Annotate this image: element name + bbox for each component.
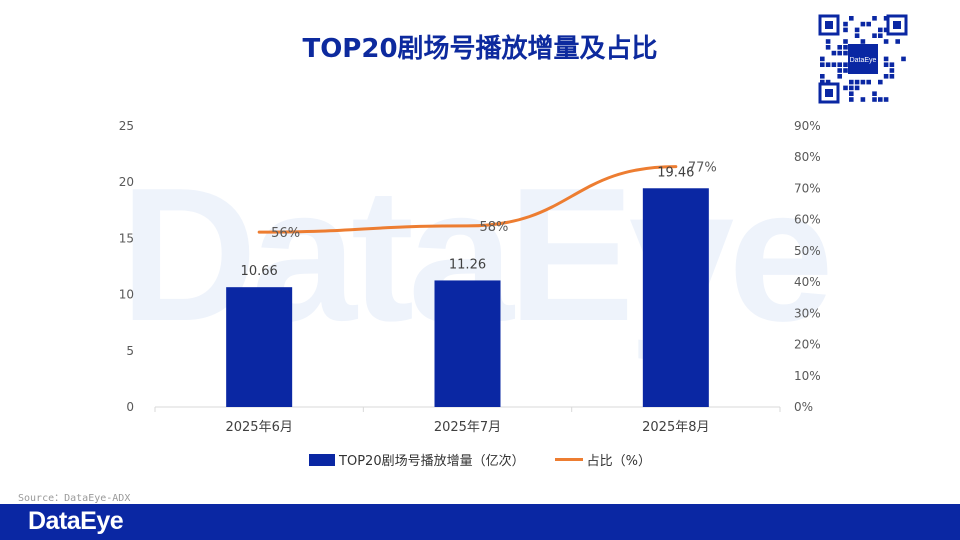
- qr-center-label: DataEye: [850, 57, 877, 64]
- legend-label-line: 占比（%）: [586, 454, 651, 469]
- y-left-tick-label: 5: [126, 344, 134, 358]
- y-right-tick-label: 40%: [794, 275, 821, 289]
- footer-logo: DataEye: [28, 507, 124, 535]
- legend-swatch-bar: [309, 453, 336, 466]
- bar: [642, 188, 709, 407]
- bar-value-label: 19.46: [657, 165, 694, 180]
- y-right-tick-label: 60%: [794, 213, 821, 227]
- x-tick-label: 2025年6月: [225, 420, 292, 435]
- y-right-tick-label: 80%: [794, 150, 821, 164]
- x-tick-label: 2025年8月: [642, 420, 709, 435]
- y-right-tick-label: 50%: [794, 244, 821, 258]
- y-right-tick-label: 20%: [794, 338, 821, 352]
- y-right-tick-label: 90%: [794, 119, 821, 133]
- y-left-tick-label: 15: [119, 231, 134, 245]
- legend-label-bar: TOP20剧场号播放增量（亿次）: [339, 454, 525, 469]
- bar-value-label: 11.26: [449, 257, 486, 272]
- y-right-tick-label: 30%: [794, 306, 821, 320]
- chart-title: TOP20剧场号播放增量及占比: [302, 34, 658, 64]
- qr-code-icon[interactable]: DataEye: [818, 14, 908, 104]
- bar-value-label: 10.66: [241, 264, 278, 279]
- bar: [434, 280, 501, 407]
- legend-item-line[interactable]: 占比（%）: [554, 450, 651, 469]
- line-value-label: 58%: [480, 220, 509, 235]
- line-value-label: 56%: [271, 226, 300, 241]
- y-left-tick-label: 10: [119, 288, 134, 302]
- bar: [226, 287, 293, 407]
- x-tick-label: 2025年7月: [434, 420, 501, 435]
- y-right-tick-label: 10%: [794, 369, 821, 383]
- y-left-tick-label: 0: [126, 400, 134, 414]
- source-note: Source：DataEye-ADX: [18, 493, 131, 504]
- y-left-tick-label: 25: [119, 119, 134, 133]
- legend-swatch-line: [554, 458, 583, 461]
- y-right-tick-label: 0%: [794, 400, 813, 414]
- y-left-tick-label: 20: [119, 175, 134, 189]
- legend-item-bar[interactable]: TOP20剧场号播放增量（亿次）: [309, 450, 525, 469]
- y-right-tick-label: 70%: [794, 181, 821, 195]
- footer-bar: DataEye: [0, 504, 960, 540]
- line-value-label: 77%: [688, 161, 717, 176]
- line-series: [257, 165, 678, 234]
- chart-legend: TOP20剧场号播放增量（亿次） 占比（%）: [0, 450, 960, 469]
